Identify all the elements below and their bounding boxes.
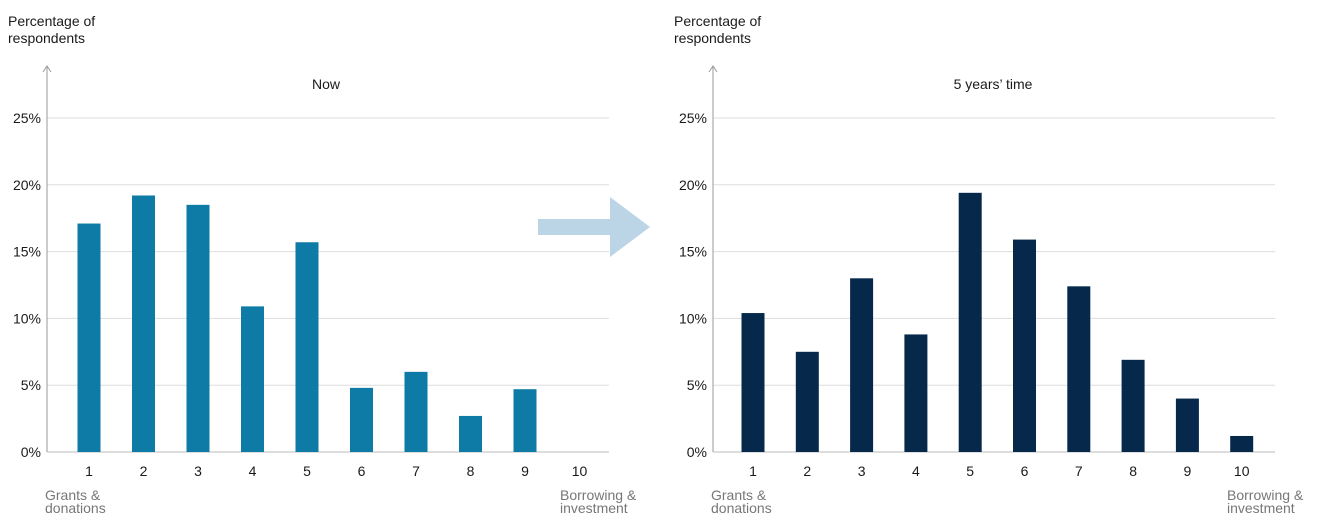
chart-now: 0% 5% 10% 15% 20% 25% 1 2 3 4 5 6 7 8 9 10 Now: [13, 65, 609, 479]
x-tick-label: 5: [303, 463, 311, 479]
bar-now-8: [459, 415, 482, 452]
y-tick-label: 15%: [679, 244, 707, 260]
y-tick-label: 15%: [13, 244, 41, 260]
bar-5yr-2: [795, 351, 819, 452]
y-tick-label: 25%: [13, 110, 41, 126]
y-tick-label: 20%: [13, 177, 41, 193]
bar-5yr-3: [850, 278, 874, 452]
bar-5yr-7: [1067, 286, 1091, 452]
x-tick-label: 3: [858, 463, 866, 479]
bar-5yr-4: [904, 334, 928, 452]
x-tick-label: 8: [467, 463, 475, 479]
y-tick-label: 25%: [679, 110, 707, 126]
left-start-label: Grants & donations: [45, 487, 106, 516]
y-axis-arrow-icon: [708, 65, 718, 73]
x-tick-label: 2: [140, 463, 148, 479]
bar-5yr-1: [741, 313, 765, 452]
x-tick-label: 1: [749, 463, 757, 479]
bar-now-5: [295, 242, 319, 452]
x-tick-label: 7: [412, 463, 420, 479]
x-tick-label: 10: [1234, 463, 1250, 479]
bar-now-7: [404, 371, 428, 452]
x-tick-label: 1: [85, 463, 93, 479]
bar-now-2: [132, 195, 155, 452]
y-tick-label: 10%: [13, 310, 41, 326]
bar-now-6: [350, 387, 373, 452]
x-tick-label: 6: [1021, 463, 1029, 479]
bar-5yr-9: [1175, 398, 1199, 452]
x-tick-label: 3: [194, 463, 202, 479]
y-tick-label: 0%: [687, 444, 707, 460]
bar-5yr-6: [1013, 239, 1036, 452]
x-tick-label: 9: [1184, 463, 1192, 479]
left-ylabel: Percentage of respondents: [8, 13, 96, 46]
chart-title-now: Now: [312, 76, 341, 92]
bar-5yr-5: [958, 192, 982, 453]
bar-5yr-10: [1230, 435, 1254, 452]
x-tick-label: 9: [521, 463, 529, 479]
right-end-label: Borrowing & investment: [1227, 487, 1304, 516]
y-tick-label: 5%: [687, 377, 707, 393]
right-ylabel: Percentage of respondents: [674, 13, 762, 46]
chart-title-5yr: 5 years’ time: [954, 76, 1033, 92]
x-tick-label: 4: [912, 463, 920, 479]
bar-now-3: [186, 204, 210, 452]
y-tick-label: 0%: [21, 444, 41, 460]
y-tick-label: 10%: [679, 310, 707, 326]
x-tick-label: 7: [1075, 463, 1083, 479]
y-tick-label: 5%: [21, 377, 41, 393]
chart-5-years: 0% 5% 10% 15% 20% 25% 1 2 3 4 5 6 7 8 9 10 5 years’ time: [679, 65, 1275, 479]
bar-5yr-8: [1121, 359, 1145, 452]
left-end-label: Borrowing & investment: [560, 487, 637, 516]
x-tick-label: 8: [1129, 463, 1137, 479]
x-tick-label: 4: [249, 463, 257, 479]
x-tick-label: 6: [358, 463, 366, 479]
bar-now-9: [513, 389, 537, 452]
x-tick-label: 10: [572, 463, 588, 479]
y-axis-arrow-icon: [42, 65, 52, 73]
x-tick-label: 2: [803, 463, 811, 479]
transition-arrow-icon: [538, 197, 650, 257]
y-tick-label: 20%: [679, 177, 707, 193]
x-tick-label: 5: [966, 463, 974, 479]
right-start-label: Grants & donations: [711, 487, 772, 516]
bar-now-1: [77, 223, 101, 452]
bar-now-4: [241, 306, 264, 452]
